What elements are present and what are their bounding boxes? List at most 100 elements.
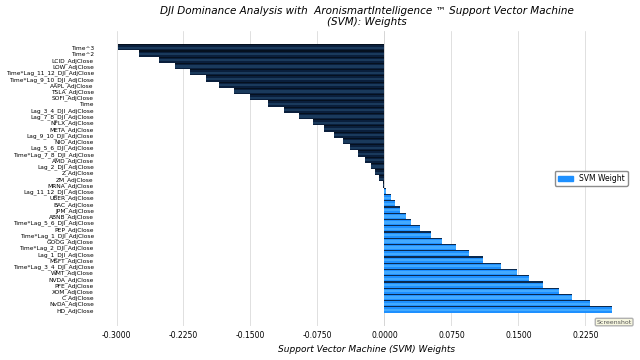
Bar	[284, 108, 385, 113]
Bar	[206, 75, 385, 81]
Bar	[284, 109, 385, 111]
Bar	[351, 147, 385, 149]
Bar	[189, 72, 385, 74]
Bar	[385, 270, 516, 275]
Bar	[250, 95, 385, 100]
Bar	[333, 134, 385, 136]
Bar	[376, 170, 385, 175]
Bar	[324, 126, 385, 131]
Bar	[159, 58, 385, 63]
Bar	[365, 157, 385, 162]
Bar	[385, 256, 483, 261]
Bar	[383, 181, 385, 186]
Bar	[385, 195, 390, 200]
Bar	[343, 140, 385, 143]
Bar	[385, 275, 529, 280]
Bar	[385, 188, 386, 193]
Bar	[385, 290, 559, 292]
Bar	[268, 100, 385, 105]
Bar	[358, 153, 385, 155]
Bar	[313, 122, 385, 124]
Bar	[385, 271, 516, 274]
Bar	[385, 264, 500, 269]
Bar	[250, 94, 385, 99]
Bar	[379, 175, 385, 180]
Bar	[385, 233, 431, 238]
Bar	[159, 59, 385, 62]
Bar	[383, 183, 385, 188]
Bar	[385, 283, 543, 288]
Bar	[385, 214, 406, 219]
Bar	[385, 226, 420, 231]
Bar	[299, 113, 385, 118]
Bar	[385, 208, 401, 213]
Bar	[118, 45, 385, 50]
Bar	[343, 138, 385, 143]
Bar	[206, 76, 385, 82]
Bar	[385, 200, 395, 205]
Bar	[385, 190, 386, 193]
Bar	[139, 53, 385, 55]
Bar	[371, 164, 385, 169]
Bar	[385, 194, 390, 199]
Bar	[385, 307, 612, 312]
Bar	[385, 215, 406, 217]
Bar	[385, 247, 456, 249]
Bar	[385, 309, 612, 311]
Bar	[351, 144, 385, 149]
Bar	[385, 203, 395, 205]
Title: DJI Dominance Analysis with  AronismartIntelligence ™ Support Vector Machine
(SV: DJI Dominance Analysis with AronismartIn…	[159, 5, 573, 27]
X-axis label: Support Vector Machine (SVM) Weights: Support Vector Machine (SVM) Weights	[278, 346, 455, 355]
Bar	[220, 83, 385, 88]
Bar	[385, 301, 590, 306]
Bar	[385, 234, 431, 236]
Bar	[175, 64, 385, 69]
Bar	[385, 300, 590, 305]
Bar	[383, 184, 385, 186]
Bar	[139, 50, 385, 55]
Bar	[351, 145, 385, 150]
Bar	[268, 102, 385, 107]
Bar	[385, 288, 559, 293]
Bar	[385, 225, 420, 230]
Bar	[385, 197, 390, 199]
Bar	[385, 303, 590, 305]
Bar	[333, 131, 385, 137]
Bar	[118, 47, 385, 49]
Bar	[313, 119, 385, 124]
Bar	[159, 57, 385, 62]
Bar	[376, 171, 385, 174]
Bar	[175, 63, 385, 68]
Bar	[385, 278, 529, 280]
Bar	[358, 150, 385, 156]
Bar	[343, 139, 385, 144]
Bar	[385, 269, 516, 274]
Bar	[385, 207, 401, 212]
Bar	[139, 51, 385, 57]
Bar	[385, 289, 559, 294]
Bar	[385, 201, 395, 207]
Bar	[385, 294, 572, 299]
Bar	[385, 306, 612, 311]
Bar	[385, 231, 431, 237]
Bar	[385, 228, 420, 230]
Bar	[371, 163, 385, 168]
Bar	[220, 84, 385, 86]
Bar	[268, 103, 385, 105]
Bar	[385, 257, 483, 263]
Bar	[385, 282, 543, 287]
Bar	[250, 96, 385, 99]
Bar	[299, 114, 385, 119]
Bar	[379, 176, 385, 181]
Bar	[385, 263, 500, 268]
Bar	[365, 159, 385, 161]
Bar	[385, 265, 500, 267]
Bar	[313, 120, 385, 125]
Text: Screenshot: Screenshot	[596, 320, 632, 325]
Bar	[234, 89, 385, 94]
Bar	[385, 259, 483, 261]
Bar	[379, 178, 385, 180]
Bar	[299, 115, 385, 118]
Bar	[385, 189, 386, 194]
Bar	[324, 128, 385, 130]
